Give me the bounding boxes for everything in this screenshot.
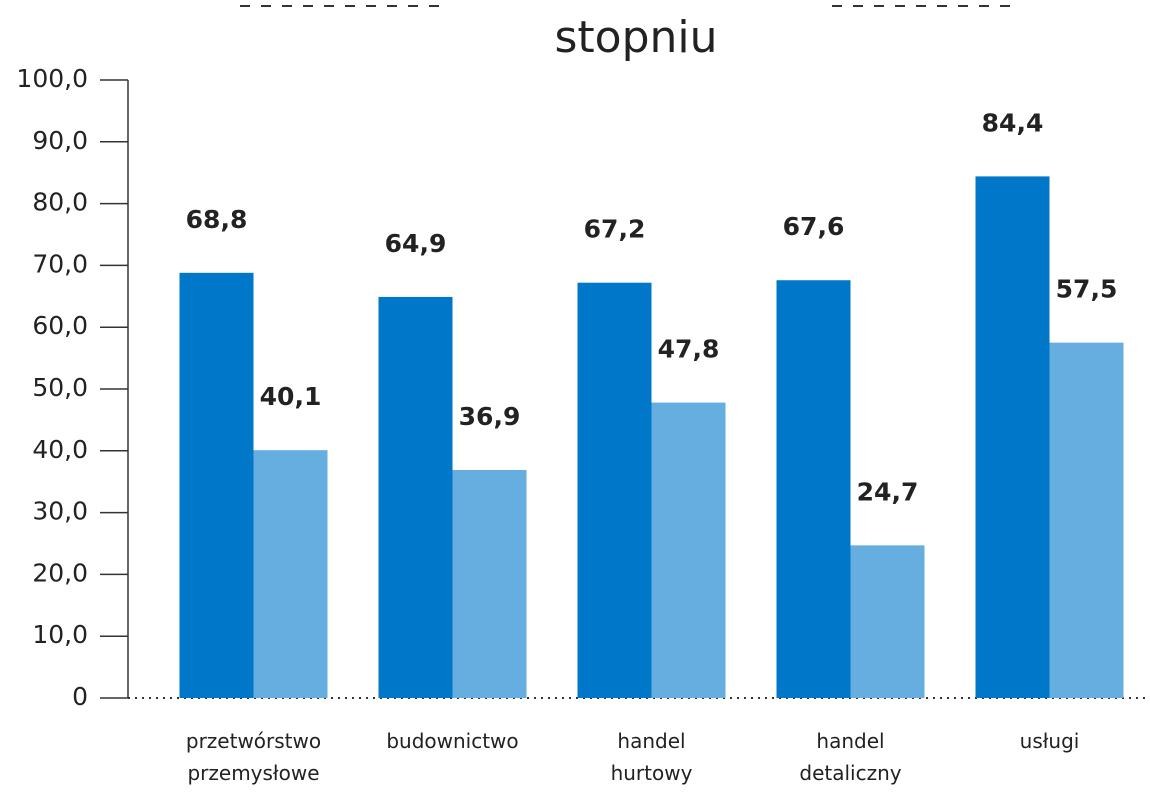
value-label: 67,6 xyxy=(783,212,845,241)
value-label: 36,9 xyxy=(459,402,521,431)
bar xyxy=(452,469,527,698)
y-tick-label: 60,0 xyxy=(32,311,88,340)
value-label: 67,2 xyxy=(584,215,646,244)
value-label: 24,7 xyxy=(857,477,919,506)
bar xyxy=(253,450,328,698)
y-tick-label: 100,0 xyxy=(16,64,88,93)
bar xyxy=(378,296,453,698)
value-label: 84,4 xyxy=(982,108,1044,137)
y-tick-label: 0 xyxy=(72,682,88,711)
chart-title: stopniu xyxy=(554,12,717,63)
x-tick-label: handel hurtowy xyxy=(611,729,693,785)
y-tick-label: 20,0 xyxy=(32,558,88,587)
bar xyxy=(577,282,652,698)
x-tick-label: przetwórstwo przemysłowe xyxy=(186,729,321,785)
bar xyxy=(975,176,1050,698)
value-label: 64,9 xyxy=(385,229,447,258)
y-tick-label: 50,0 xyxy=(32,373,88,402)
value-label: 47,8 xyxy=(658,335,720,364)
bar xyxy=(776,280,851,698)
value-label: 68,8 xyxy=(186,205,248,234)
x-tick-label: usługi xyxy=(1020,729,1080,753)
bar xyxy=(1049,342,1124,698)
value-label: 40,1 xyxy=(260,382,322,411)
bar xyxy=(179,272,254,698)
y-tick-label: 90,0 xyxy=(32,126,88,155)
x-tick-label: budownictwo xyxy=(386,729,518,753)
y-tick-label: 10,0 xyxy=(32,620,88,649)
y-tick-label: 40,0 xyxy=(32,435,88,464)
y-tick-label: 80,0 xyxy=(32,188,88,217)
bar xyxy=(850,545,925,698)
y-tick-label: 30,0 xyxy=(32,497,88,526)
x-tick-label: handel detaliczny xyxy=(799,729,901,785)
y-tick-label: 70,0 xyxy=(32,249,88,278)
bar xyxy=(651,402,726,698)
value-label: 57,5 xyxy=(1056,275,1118,304)
